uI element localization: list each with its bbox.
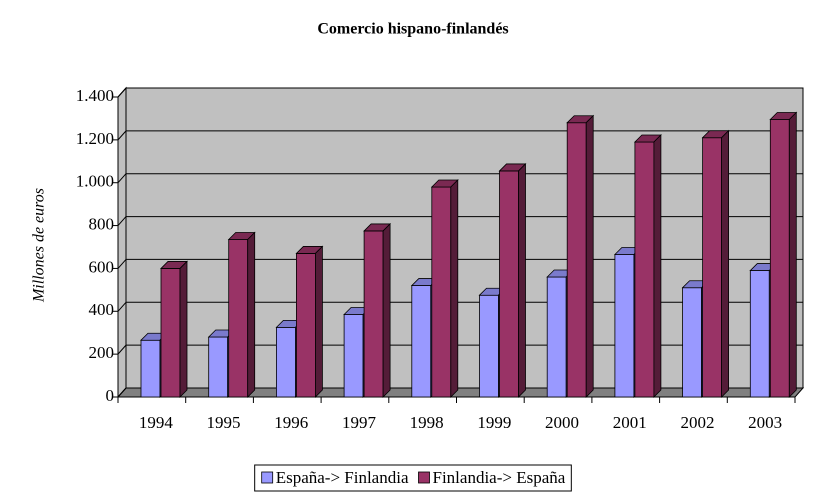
bar-side xyxy=(721,129,729,398)
grid-line-side xyxy=(117,344,127,355)
bar-side xyxy=(450,179,459,398)
y-tick-label: 1.000 xyxy=(76,172,114,191)
bar-side xyxy=(653,134,662,398)
bar xyxy=(546,276,567,398)
bar-side xyxy=(518,162,526,398)
x-tick-label: 2002 xyxy=(680,413,714,432)
bar-side xyxy=(314,245,323,398)
bar xyxy=(566,122,587,398)
bar xyxy=(749,270,770,398)
bar xyxy=(275,326,296,398)
x-tick-label: 1994 xyxy=(139,413,174,432)
x-tick-label: 1998 xyxy=(410,413,444,432)
bar xyxy=(614,254,635,398)
grid-line-side xyxy=(117,301,127,312)
bar xyxy=(682,287,702,398)
bar xyxy=(702,137,722,398)
legend-label: Finlandia-> España xyxy=(433,468,566,487)
bar-side xyxy=(585,114,594,398)
x-tick-label: 2001 xyxy=(613,413,647,432)
bar xyxy=(160,268,181,398)
bar xyxy=(769,119,790,398)
grid-line-side xyxy=(117,130,127,141)
grid-line-side xyxy=(117,387,127,398)
chart-title: Comercio hispano-finlandés xyxy=(317,21,508,38)
y-tick-label: 1.400 xyxy=(76,86,114,105)
y-tick-label: 400 xyxy=(89,300,115,319)
bar-side xyxy=(247,231,256,398)
x-tick-label: 1996 xyxy=(274,413,308,432)
legend-swatch xyxy=(418,471,430,484)
y-tick-label: 0 xyxy=(106,386,115,405)
y-axis-label: Millones de euros xyxy=(31,188,48,303)
bar xyxy=(479,294,499,398)
x-tick-label: 1995 xyxy=(207,413,241,432)
y-tick-label: 600 xyxy=(89,257,115,276)
y-tick-label: 1.200 xyxy=(76,129,114,148)
grid-line-side xyxy=(117,173,127,184)
bar xyxy=(634,141,655,398)
x-tick-label: 1997 xyxy=(342,413,377,432)
bar xyxy=(343,314,364,398)
bar-side xyxy=(179,260,188,398)
legend-label: España-> Finlandia xyxy=(276,468,409,487)
y-tick-label: 800 xyxy=(89,214,115,233)
bar-side xyxy=(788,111,797,398)
grid-line-side xyxy=(117,216,127,226)
x-tick-label: 2003 xyxy=(748,413,782,432)
grid-line-side xyxy=(117,259,127,269)
y-tick-label: 200 xyxy=(89,343,115,362)
bar xyxy=(411,285,432,398)
bar xyxy=(431,186,452,398)
bar xyxy=(140,339,161,398)
bar xyxy=(208,336,229,398)
legend xyxy=(254,464,572,492)
bar xyxy=(228,239,249,398)
x-tick-label: 1999 xyxy=(477,413,511,432)
bar xyxy=(295,253,316,398)
bar xyxy=(363,230,384,398)
x-tick-label: 2000 xyxy=(545,413,579,432)
bar xyxy=(499,170,519,398)
legend-swatch xyxy=(261,471,274,484)
grid-line-side xyxy=(117,87,127,98)
side-wall xyxy=(117,86,127,399)
bar-side xyxy=(382,222,391,398)
